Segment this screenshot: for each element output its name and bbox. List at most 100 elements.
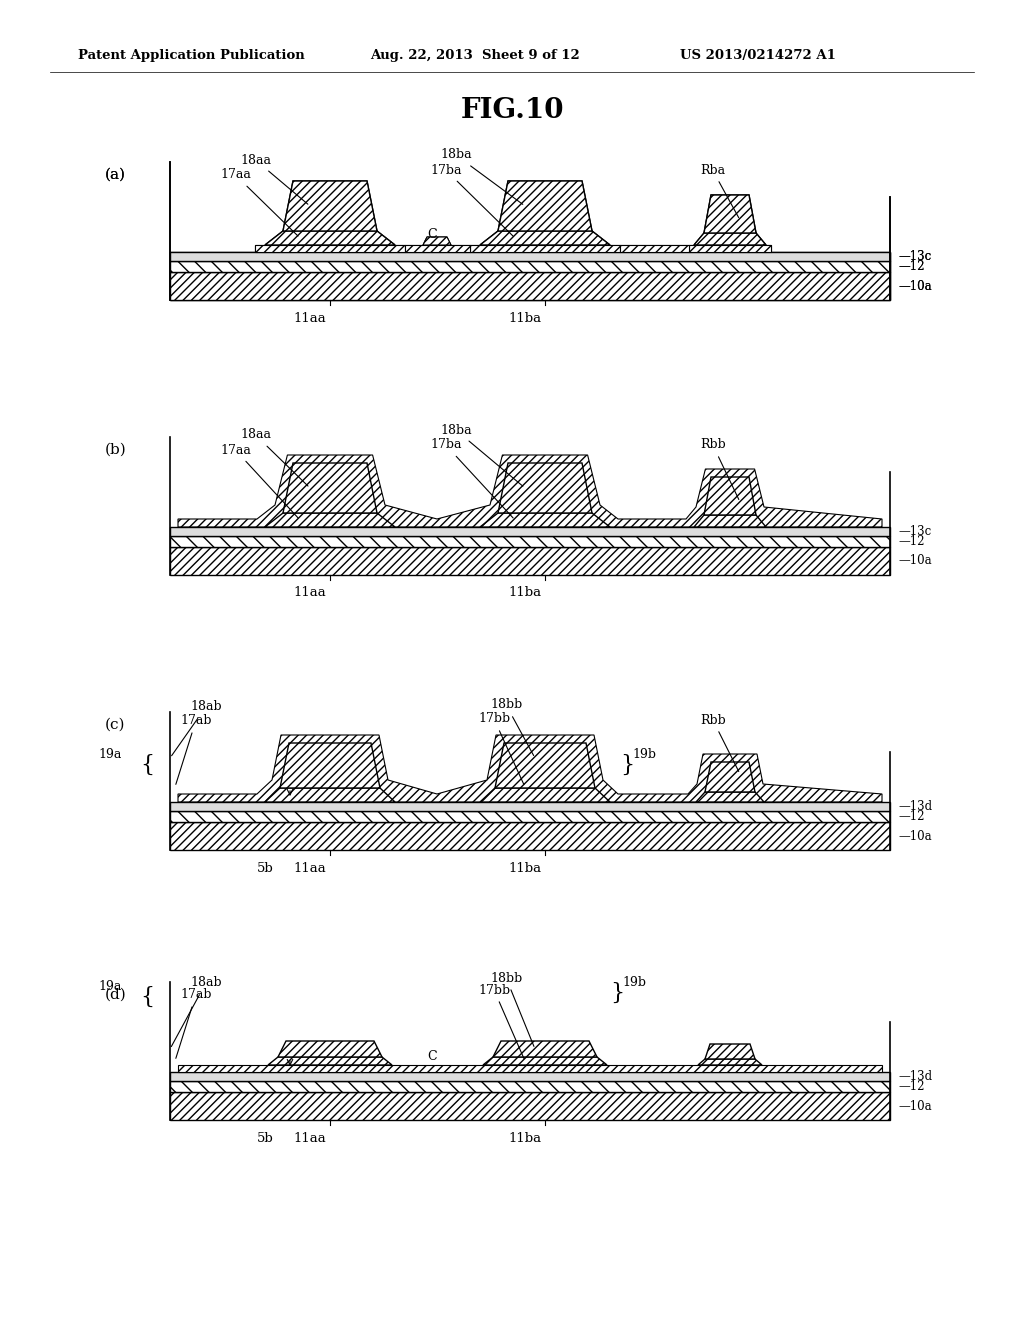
Text: 18ab: 18ab: [172, 701, 221, 756]
Text: 5b: 5b: [257, 1131, 273, 1144]
Polygon shape: [283, 463, 377, 513]
Text: 18bb: 18bb: [490, 698, 534, 755]
Text: 17ba: 17ba: [430, 438, 513, 517]
Text: —12: —12: [898, 260, 925, 273]
Polygon shape: [178, 455, 882, 527]
Text: Patent Application Publication: Patent Application Publication: [78, 49, 305, 62]
Polygon shape: [705, 762, 755, 792]
Text: {: {: [140, 754, 155, 776]
Text: —10a: —10a: [898, 280, 932, 293]
Text: 17ba: 17ba: [430, 164, 513, 236]
Text: 11ba: 11ba: [509, 586, 542, 599]
Bar: [170, 252, 890, 261]
Text: —12: —12: [898, 810, 925, 822]
Text: (c): (c): [105, 718, 126, 733]
Text: —13c: —13c: [898, 525, 931, 539]
Text: 11aa: 11aa: [294, 586, 327, 599]
Text: Aug. 22, 2013  Sheet 9 of 12: Aug. 22, 2013 Sheet 9 of 12: [370, 49, 580, 62]
Polygon shape: [178, 735, 882, 803]
Bar: [178, 1065, 882, 1072]
Polygon shape: [694, 234, 766, 246]
Text: 11ba: 11ba: [509, 1131, 542, 1144]
Polygon shape: [694, 515, 766, 527]
Text: 11ba: 11ba: [509, 862, 542, 874]
Text: FIG.10: FIG.10: [460, 96, 564, 124]
Bar: [470, 246, 620, 252]
Text: 17aa: 17aa: [220, 169, 298, 236]
Polygon shape: [423, 238, 451, 246]
Polygon shape: [265, 231, 395, 246]
Polygon shape: [280, 743, 380, 788]
Text: —12: —12: [898, 260, 925, 273]
Text: Rba: Rba: [700, 164, 738, 218]
Polygon shape: [480, 788, 610, 803]
Text: C: C: [427, 1051, 437, 1064]
Polygon shape: [480, 231, 610, 246]
Text: }: }: [620, 754, 634, 776]
Text: Rbb: Rbb: [700, 438, 738, 499]
Text: {: {: [140, 986, 155, 1008]
Text: —10a: —10a: [898, 280, 932, 293]
Bar: [470, 246, 620, 252]
Bar: [689, 246, 771, 252]
Polygon shape: [423, 238, 451, 246]
Bar: [170, 527, 890, 536]
Text: 17bb: 17bb: [478, 983, 524, 1059]
Bar: [170, 810, 890, 822]
Text: 11aa: 11aa: [294, 312, 327, 325]
Bar: [406, 246, 470, 252]
Bar: [170, 272, 890, 300]
Bar: [406, 246, 470, 252]
Text: 18ab: 18ab: [171, 977, 221, 1047]
Text: (d): (d): [105, 987, 127, 1002]
Text: —13d: —13d: [898, 1071, 932, 1082]
Polygon shape: [493, 1041, 597, 1057]
Text: 17ab: 17ab: [176, 714, 212, 784]
Text: —10a: —10a: [898, 829, 932, 842]
Text: 19b: 19b: [632, 748, 656, 762]
Polygon shape: [265, 788, 395, 803]
Polygon shape: [498, 181, 592, 231]
Polygon shape: [480, 513, 610, 527]
Text: —10a: —10a: [898, 554, 932, 568]
Polygon shape: [696, 792, 764, 803]
Text: US 2013/0214272 A1: US 2013/0214272 A1: [680, 49, 836, 62]
Polygon shape: [694, 234, 766, 246]
Text: 17aa: 17aa: [220, 444, 298, 517]
Bar: [170, 1092, 890, 1119]
Text: 18aa: 18aa: [240, 429, 308, 486]
Polygon shape: [495, 743, 595, 788]
Polygon shape: [480, 231, 610, 246]
Text: 18ba: 18ba: [440, 149, 523, 205]
Text: 19a: 19a: [98, 981, 122, 994]
Bar: [170, 546, 890, 576]
Polygon shape: [283, 181, 377, 231]
Text: (a): (a): [105, 168, 126, 182]
Text: 11aa: 11aa: [294, 1131, 327, 1144]
Bar: [170, 536, 890, 546]
Text: —13c: —13c: [898, 249, 931, 263]
Bar: [170, 822, 890, 850]
Text: 19b: 19b: [622, 977, 646, 990]
Text: —13d: —13d: [898, 800, 932, 813]
Polygon shape: [498, 463, 592, 513]
Text: (a): (a): [105, 168, 126, 182]
Bar: [170, 1081, 890, 1092]
Text: 5b: 5b: [257, 862, 273, 874]
Bar: [255, 246, 406, 252]
Text: (b): (b): [105, 444, 127, 457]
Text: }: }: [610, 982, 624, 1005]
Text: —13c: —13c: [898, 249, 931, 263]
Bar: [170, 261, 890, 272]
Text: 18bb: 18bb: [490, 972, 534, 1047]
Polygon shape: [705, 477, 756, 515]
Bar: [689, 246, 771, 252]
Text: 17bb: 17bb: [478, 713, 524, 784]
Polygon shape: [483, 1057, 607, 1065]
Text: 17ab: 17ab: [176, 989, 212, 1059]
Polygon shape: [268, 1057, 392, 1065]
Polygon shape: [705, 1044, 755, 1059]
Bar: [620, 246, 689, 252]
Text: —10a: —10a: [898, 1100, 932, 1113]
Polygon shape: [698, 1059, 762, 1065]
